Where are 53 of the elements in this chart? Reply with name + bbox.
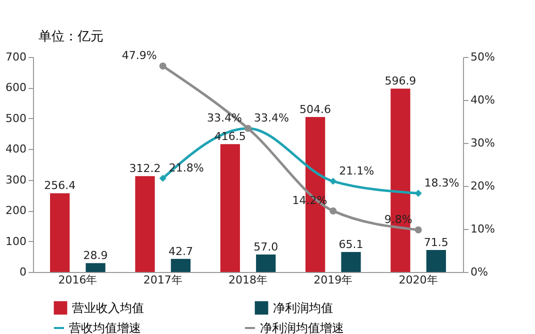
data-label: 47.9% xyxy=(122,49,157,62)
data-label: 312.2 xyxy=(129,162,161,176)
point xyxy=(414,226,422,234)
point xyxy=(330,178,337,185)
y-tick-label: 0 xyxy=(20,266,26,278)
y-tick-label: 100 xyxy=(6,234,26,248)
point xyxy=(330,207,337,214)
legend-label: 净利润均值增速 xyxy=(260,321,344,334)
y2-tick-label: 30% xyxy=(470,136,495,150)
y-tick-label: 400 xyxy=(6,142,26,156)
bar xyxy=(50,193,70,272)
data-label: 504.6 xyxy=(300,103,332,116)
bar xyxy=(341,252,361,272)
bar xyxy=(86,263,106,272)
x-tick-label: 2016年 xyxy=(58,274,98,286)
y2-tick-label: 40% xyxy=(470,94,495,106)
data-label: 33.4% xyxy=(207,111,242,124)
bar xyxy=(220,144,240,272)
data-label: 28.9 xyxy=(83,249,108,262)
y2-tick-label: 10% xyxy=(470,222,495,236)
y2-tick-label: 50% xyxy=(470,50,495,64)
y2-tick-label: 20% xyxy=(470,180,495,192)
bar xyxy=(426,250,446,272)
data-label: 42.7 xyxy=(168,244,193,258)
data-label: 21.1% xyxy=(339,164,374,178)
legend-label: 营业收入均值 xyxy=(72,300,144,315)
data-label: 57.0 xyxy=(254,240,278,254)
point xyxy=(414,190,422,197)
y-tick-label: 300 xyxy=(6,173,26,186)
bar xyxy=(135,176,155,272)
data-label: 71.5 xyxy=(424,236,448,250)
legend-label: 净利润均值 xyxy=(273,300,333,315)
data-label: 596.9 xyxy=(384,74,416,88)
bar xyxy=(256,254,276,272)
x-tick-label: 2017年 xyxy=(143,274,182,286)
x-tick-label: 2020年 xyxy=(398,274,438,286)
data-label: 256.4 xyxy=(44,179,76,192)
y-axis-title: 单位：亿元 xyxy=(38,30,104,44)
point xyxy=(159,62,166,70)
y2-tick-label: 0% xyxy=(470,266,488,278)
data-label: 65.1 xyxy=(338,238,364,252)
data-label: 18.3% xyxy=(424,176,460,190)
x-tick-label: 2019年 xyxy=(314,274,353,286)
y-tick-label: 700 xyxy=(6,50,26,64)
y-tick-label: 600 xyxy=(6,81,26,94)
data-label: 33.4% xyxy=(254,111,289,124)
x-tick-label: 2018年 xyxy=(228,274,268,286)
point xyxy=(159,174,166,182)
y-tick-label: 200 xyxy=(6,204,26,218)
data-label: 14.2% xyxy=(292,194,328,207)
y-tick-label: 500 xyxy=(6,112,26,125)
bar xyxy=(170,258,191,272)
legend-label: 营收均值增速 xyxy=(69,321,141,334)
